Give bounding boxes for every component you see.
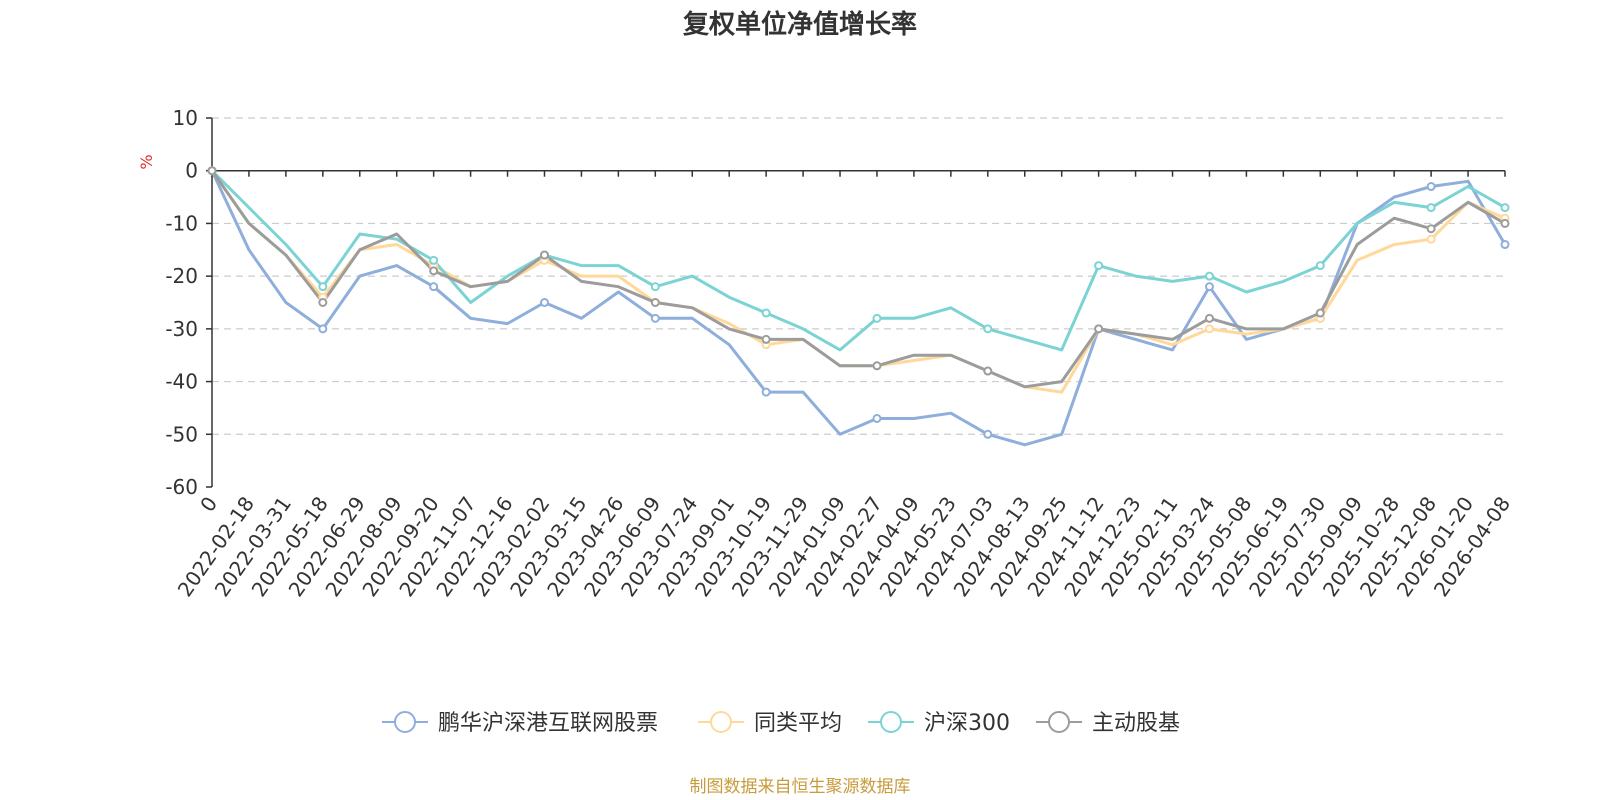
y-axis-unit-label: % <box>137 154 156 169</box>
series-0-point-18 <box>872 413 882 423</box>
legend-item-0[interactable]: 鹏华沪深港互联网股票 <box>382 711 658 736</box>
series-line-3 <box>210 169 1506 389</box>
legend-label-2: 沪深300 <box>924 711 1010 736</box>
series-3-point-35 <box>1500 218 1510 228</box>
legend-item-2[interactable]: 沪深300 <box>868 711 1010 736</box>
series-3-point-18 <box>872 361 882 371</box>
legend-label-0: 鹏华沪深港互联网股票 <box>438 711 658 736</box>
series-2-point-35 <box>1500 203 1510 213</box>
series-line-1 <box>210 169 1506 394</box>
legend-label-3: 主动股基 <box>1092 711 1180 736</box>
axes <box>206 117 1506 488</box>
y-tick-label-3: -20 <box>165 264 198 288</box>
legend-item-1[interactable]: 同类平均 <box>698 711 842 736</box>
y-tick-label-6: -50 <box>165 422 198 446</box>
series-0-point-6 <box>429 282 439 292</box>
series-0-point-9 <box>539 298 549 307</box>
y-tick-labels: 10 0 -10 -20 -30 -40 -50 -60 <box>165 106 198 499</box>
series-3-point-24 <box>1094 324 1104 334</box>
legend-swatch-circle-2 <box>880 711 902 733</box>
series-0-point-27 <box>1204 282 1214 292</box>
series-2-point-24 <box>1094 261 1104 271</box>
x-tick-labels: 02022-02-182022-03-312022-05-182022-06-2… <box>173 492 1515 601</box>
series-3-point-33 <box>1426 224 1436 234</box>
y-tick-label-4: -30 <box>165 317 198 341</box>
series-2-point-21 <box>983 324 993 334</box>
series-3-point-0 <box>207 166 217 176</box>
y-tick-label-0: 10 <box>173 106 198 130</box>
series-line-2 <box>210 169 1506 352</box>
series-3-point-12 <box>650 298 660 307</box>
legend-swatch-circle-1 <box>710 711 732 733</box>
series-2-point-33 <box>1426 203 1436 213</box>
gridlines <box>212 117 1505 435</box>
legend-swatch-circle-0 <box>394 711 416 733</box>
y-tick-label-7: -60 <box>165 475 198 499</box>
series-2-point-30 <box>1315 261 1325 271</box>
series-0-point-33 <box>1426 182 1436 192</box>
series-3-point-27 <box>1204 313 1214 323</box>
series-lines <box>210 169 1507 447</box>
y-tick-label-1: 0 <box>185 159 198 183</box>
series-0-point-21 <box>983 429 993 439</box>
series-3-point-30 <box>1315 308 1325 318</box>
series-2-point-15 <box>761 308 771 318</box>
series-2-point-6 <box>429 255 439 265</box>
series-markers <box>207 166 1510 439</box>
legend-label-1: 同类平均 <box>754 711 842 736</box>
series-3-point-9 <box>539 250 549 260</box>
y-tick-label-5: -40 <box>165 370 198 394</box>
series-0-point-35 <box>1500 240 1510 250</box>
series-1-point-33 <box>1426 234 1436 244</box>
series-3-point-6 <box>429 266 439 276</box>
y-tick-label-2: -10 <box>165 211 198 235</box>
series-1-point-27 <box>1204 324 1214 334</box>
series-0-point-15 <box>761 387 771 397</box>
series-2-point-18 <box>872 313 882 323</box>
chart-title: 复权单位净值增长率 <box>683 9 917 40</box>
series-3-point-21 <box>983 366 993 376</box>
series-2-point-3 <box>318 282 328 292</box>
legend-swatch-circle-3 <box>1048 711 1070 733</box>
data-source-note: 制图数据来自恒生聚源数据库 <box>690 777 911 797</box>
series-line-0 <box>210 170 1507 447</box>
series-0-point-3 <box>318 324 328 334</box>
series-2-point-12 <box>650 282 660 292</box>
series-3-point-3 <box>318 298 328 307</box>
series-0-point-12 <box>650 313 660 323</box>
x-tick-label-0: 0 <box>195 492 222 516</box>
legend: 鹏华沪深港互联网股票 同类平均 沪深300 主动股基 <box>382 711 1180 736</box>
legend-item-3[interactable]: 主动股基 <box>1036 711 1180 736</box>
series-2-point-27 <box>1204 271 1214 281</box>
series-3-point-15 <box>761 334 771 344</box>
